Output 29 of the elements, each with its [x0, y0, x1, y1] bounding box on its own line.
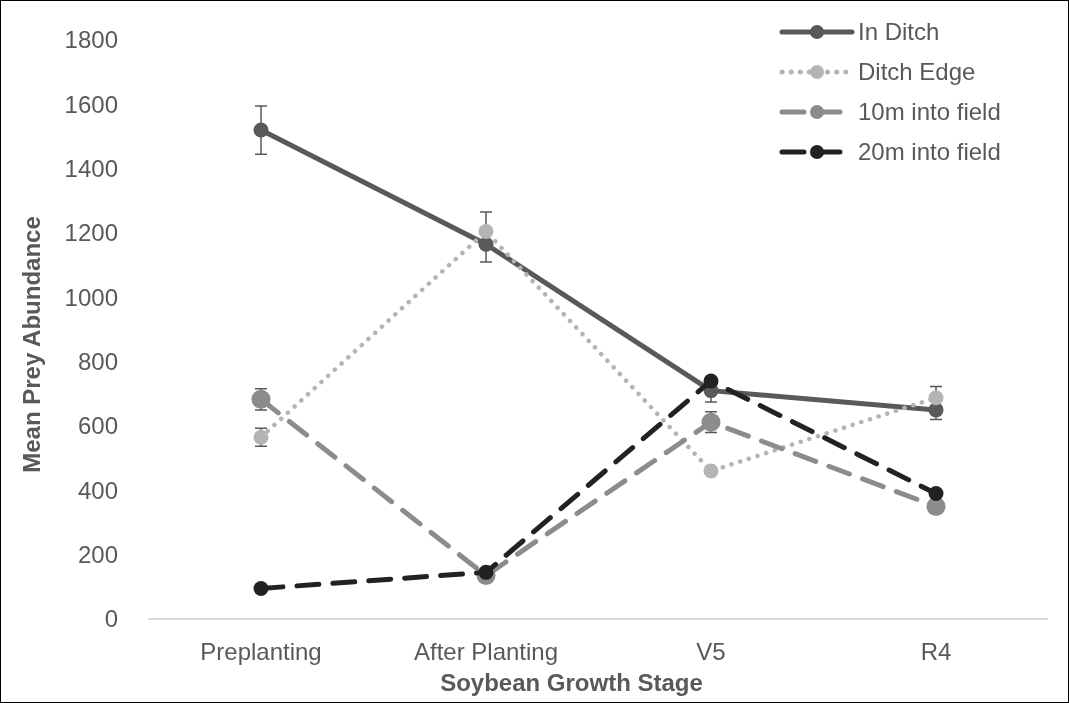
- y-tick-label: 1000: [64, 283, 118, 311]
- y-tick-label: 1600: [64, 90, 118, 118]
- y-tick-label: 1800: [64, 26, 118, 54]
- legend-label: Ditch Edge: [858, 58, 976, 86]
- y-tick-label: 400: [77, 476, 118, 504]
- x-tick-label: After Planting: [413, 638, 559, 665]
- y-tick-label: 1200: [64, 219, 118, 247]
- point: [478, 236, 494, 252]
- y-tick-label: 1400: [64, 155, 118, 183]
- point: [928, 390, 944, 406]
- y-tick-label: 0: [104, 605, 118, 633]
- point: [703, 373, 719, 389]
- y-tick-label: 600: [77, 412, 118, 440]
- x-tick-label: Preplanting: [200, 638, 322, 665]
- x-axis-title: Soybean Growth Stage: [440, 669, 703, 696]
- legend-label: 20m into field: [858, 138, 1001, 166]
- y-tick-label: 800: [77, 348, 118, 376]
- point: [478, 564, 494, 580]
- legend-label: In Ditch: [858, 18, 940, 46]
- point: [703, 463, 719, 479]
- point: [253, 580, 269, 596]
- y-axis-title: Mean Prey Abundance: [18, 216, 45, 473]
- point: [928, 486, 944, 502]
- point: [253, 122, 269, 138]
- x-tick-label: R4: [920, 638, 952, 665]
- y-tick-label: 200: [77, 541, 118, 569]
- point: [478, 223, 494, 239]
- x-tick-label: V5: [696, 638, 726, 665]
- legend-label: 10m into field: [858, 98, 1001, 126]
